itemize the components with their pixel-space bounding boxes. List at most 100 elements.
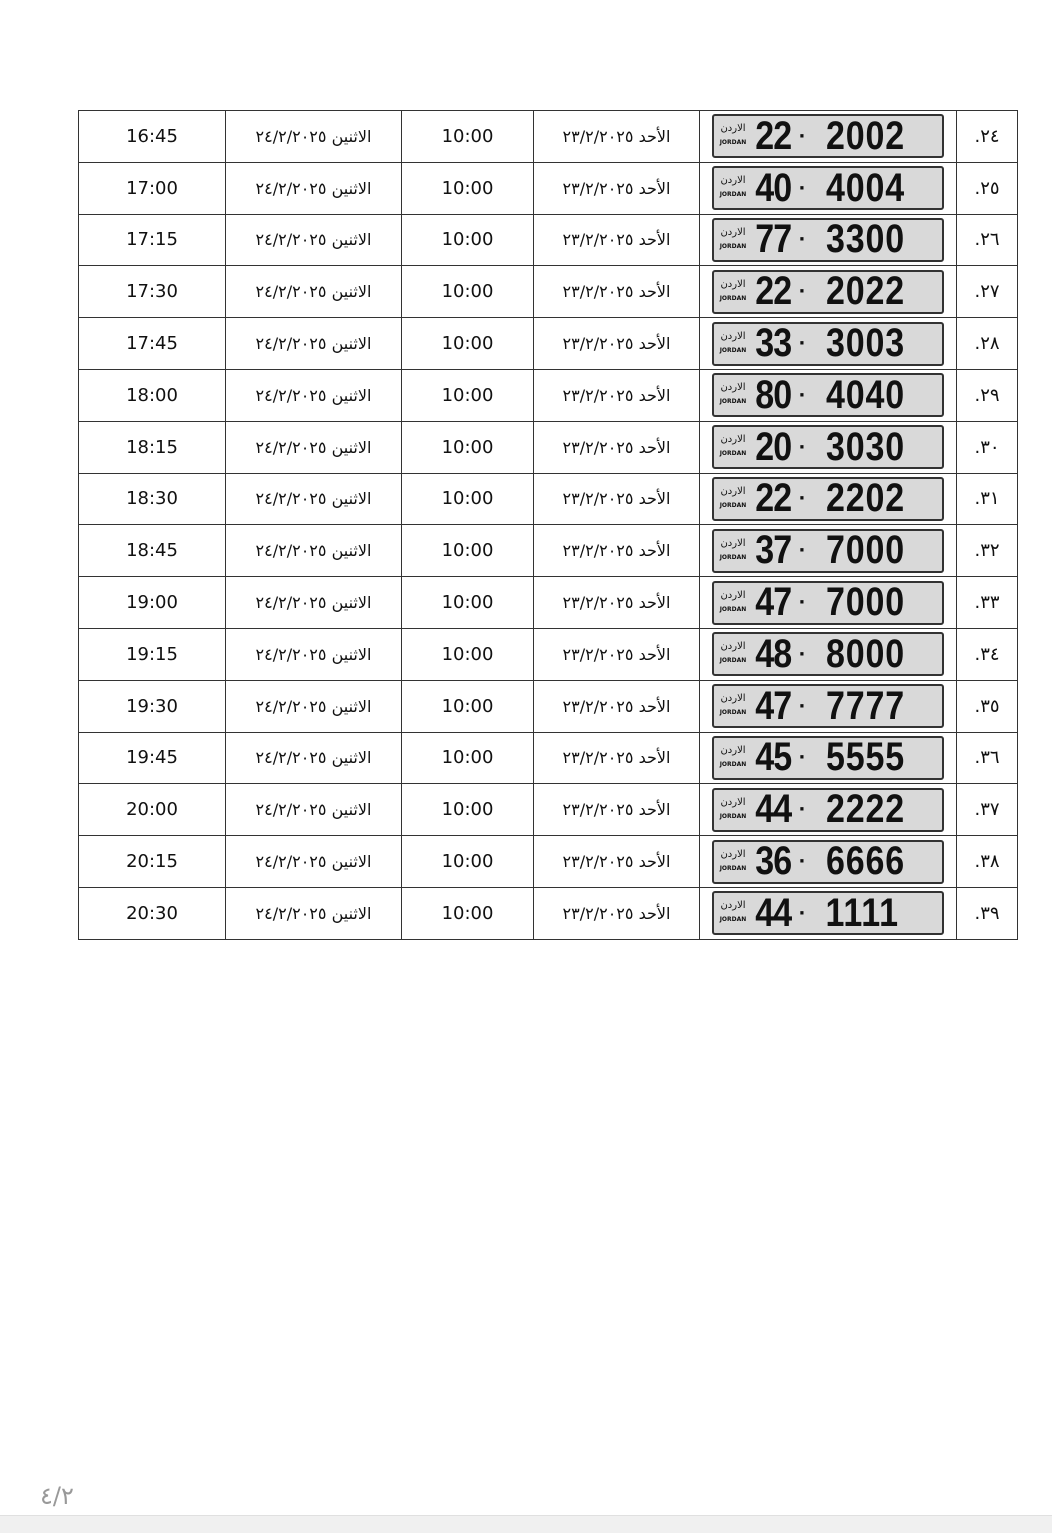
plate-country: الاردن JORDAN (714, 174, 752, 202)
plate-cell: الاردن JORDAN 77 · 3300 (699, 213, 957, 267)
plate-separator: · (798, 488, 806, 510)
end-date: الاثنين ٢٤/٢/٢٠٢٥ (225, 420, 402, 474)
table-row: ٢٧. الاردن JORDAN 22 · 2022 الأحد ٢٣/٢/٢٠٢٥ 10:… (78, 265, 1018, 319)
plate-country-en: JORDAN (719, 501, 747, 509)
end-time: 18:45 (78, 524, 226, 578)
plate-country: الاردن JORDAN (714, 899, 752, 927)
plate-country-en: JORDAN (719, 139, 747, 147)
table-row: ٣٦. الاردن JORDAN 45 · 5555 الأحد ٢٣/٢/٢٠٢٥ 10:… (78, 731, 1018, 785)
start-time: 10:00 (401, 472, 534, 526)
plate-code: 47 (755, 683, 792, 728)
table-row: ٣٠. الاردن JORDAN 20 · 3030 الأحد ٢٣/٢/٢٠٢٥ 10:… (78, 420, 1018, 474)
plate-country-ar: الاردن (720, 175, 746, 187)
plate-cell: الاردن JORDAN 48 · 8000 (699, 627, 957, 681)
row-number: ٢٧. (956, 265, 1018, 319)
plate-country-en: JORDAN (719, 760, 747, 768)
table-row: ٣٨. الاردن JORDAN 36 · 6666 الأحد ٢٣/٢/٢٠٢٥ 10:… (78, 835, 1018, 888)
start-date: الأحد ٢٣/٢/٢٠٢٥ (533, 783, 700, 837)
plate-cell: الاردن JORDAN 47 · 7000 (699, 576, 957, 629)
plate-country-ar: الاردن (720, 900, 746, 912)
license-plate: الاردن JORDAN 22 · 2002 (712, 114, 944, 159)
plate-code: 22 (755, 476, 792, 521)
start-date: الأحد ٢٣/٢/٢٠٢٥ (533, 265, 700, 319)
plate-country-ar: الاردن (720, 796, 746, 808)
table-row: ٣٢. الاردن JORDAN 37 · 7000 الأحد ٢٣/٢/٢٠٢٥ 10:… (78, 524, 1018, 578)
start-time: 10:00 (401, 213, 534, 267)
plate-country-ar: الاردن (720, 848, 746, 860)
plate-separator: · (798, 125, 806, 147)
license-plate: الاردن JORDAN 44 · 1111 (712, 890, 944, 936)
end-date: الاثنين ٢٤/٢/٢٠٢٥ (225, 161, 402, 215)
plate-separator: · (798, 592, 806, 614)
plate-separator: · (798, 799, 806, 821)
end-time: 20:15 (78, 835, 226, 888)
start-time: 10:00 (401, 368, 534, 422)
row-number: ٣١. (956, 472, 1018, 526)
plate-separator: · (798, 695, 806, 717)
plate-country-ar: الاردن (720, 330, 746, 342)
license-plate: الاردن JORDAN 40 · 4004 (712, 165, 944, 211)
plate-number: 2222 (826, 787, 906, 832)
end-time: 19:00 (78, 576, 226, 629)
row-number: ٣٥. (956, 679, 1018, 733)
plate-code: 22 (755, 269, 792, 314)
plate-number: 3030 (826, 424, 906, 469)
plate-code: 48 (755, 631, 792, 676)
plate-country-en: JORDAN (719, 191, 747, 199)
end-date: الاثنين ٢٤/٢/٢٠٢٥ (225, 213, 402, 267)
table-row: ٣٣. الاردن JORDAN 47 · 7000 الأحد ٢٣/٢/٢٠٢٥ 10:… (78, 576, 1018, 629)
table-row: ٢٤. الاردن JORDAN 22 · 2002 الأحد ٢٣/٢/٢٠٢٥ 10:… (78, 110, 1018, 163)
row-number: ٣٩. (956, 886, 1018, 940)
start-date: الأحد ٢٣/٢/٢٠٢٥ (533, 576, 700, 629)
plate-country-en: JORDAN (719, 398, 747, 406)
start-date: الأحد ٢٣/٢/٢٠٢٥ (533, 368, 700, 422)
row-number: ٣٢. (956, 524, 1018, 578)
plate-cell: الاردن JORDAN 33 · 3003 (699, 317, 957, 370)
plate-country: الاردن JORDAN (714, 692, 752, 720)
license-plate: الاردن JORDAN 36 · 6666 (712, 839, 944, 884)
license-plate: الاردن JORDAN 22 · 2202 (712, 476, 944, 521)
license-plate: الاردن JORDAN 37 · 7000 (712, 528, 944, 573)
plate-number: 3300 (826, 217, 906, 262)
start-date: الأحد ٢٣/٢/٢٠٢٥ (533, 679, 700, 733)
row-number: ٣٧. (956, 783, 1018, 837)
plate-number: 7777 (826, 683, 906, 728)
start-time: 10:00 (401, 265, 534, 319)
start-date: الأحد ٢٣/٢/٢٠٢٥ (533, 213, 700, 267)
row-number: ٣٦. (956, 731, 1018, 785)
end-date: الاثنين ٢٤/٢/٢٠٢٥ (225, 886, 402, 940)
plate-separator: · (798, 436, 806, 458)
plate-cell: الاردن JORDAN 44 · 1111 (699, 886, 957, 940)
row-number: ٣٨. (956, 835, 1018, 888)
plate-separator: · (798, 643, 806, 665)
plate-country-en: JORDAN (719, 812, 747, 820)
end-time: 20:30 (78, 886, 226, 940)
row-number: ٢٦. (956, 213, 1018, 267)
table-row: ٢٦. الاردن JORDAN 77 · 3300 الأحد ٢٣/٢/٢٠٢٥ 10:… (78, 213, 1018, 267)
start-time: 10:00 (401, 161, 534, 215)
plate-number: 1111 (825, 890, 900, 935)
plate-country: الاردن JORDAN (714, 330, 752, 358)
start-date: الأحد ٢٣/٢/٢٠٢٥ (533, 835, 700, 888)
row-number: ٢٥. (956, 161, 1018, 215)
end-date: الاثنين ٢٤/٢/٢٠٢٥ (225, 472, 402, 526)
plate-country: الاردن JORDAN (714, 796, 752, 824)
start-date: الأحد ٢٣/٢/٢٠٢٥ (533, 317, 700, 370)
plate-number: 4004 (826, 165, 906, 210)
plate-country: الاردن JORDAN (714, 589, 752, 617)
end-time: 19:45 (78, 731, 226, 785)
plate-country-ar: الاردن (720, 123, 746, 135)
table-row: ٣٧. الاردن JORDAN 44 · 2222 الأحد ٢٣/٢/٢٠٢٥ 10:… (78, 783, 1018, 837)
plate-separator: · (798, 540, 806, 562)
row-number: ٢٩. (956, 368, 1018, 422)
end-time: 17:30 (78, 265, 226, 319)
plate-country-en: JORDAN (719, 450, 747, 458)
plate-cell: الاردن JORDAN 47 · 7777 (699, 679, 957, 733)
table-row: ٣٤. الاردن JORDAN 48 · 8000 الأحد ٢٣/٢/٢٠٢٥ 10:… (78, 627, 1018, 681)
end-time: 17:15 (78, 213, 226, 267)
plate-country: الاردن JORDAN (714, 848, 752, 876)
end-time: 16:45 (78, 110, 226, 163)
row-number: ٣٣. (956, 576, 1018, 629)
table-row: ٣٥. الاردن JORDAN 47 · 7777 الأحد ٢٣/٢/٢٠٢٥ 10:… (78, 679, 1018, 733)
license-plate: الاردن JORDAN 80 · 4040 (712, 373, 944, 418)
